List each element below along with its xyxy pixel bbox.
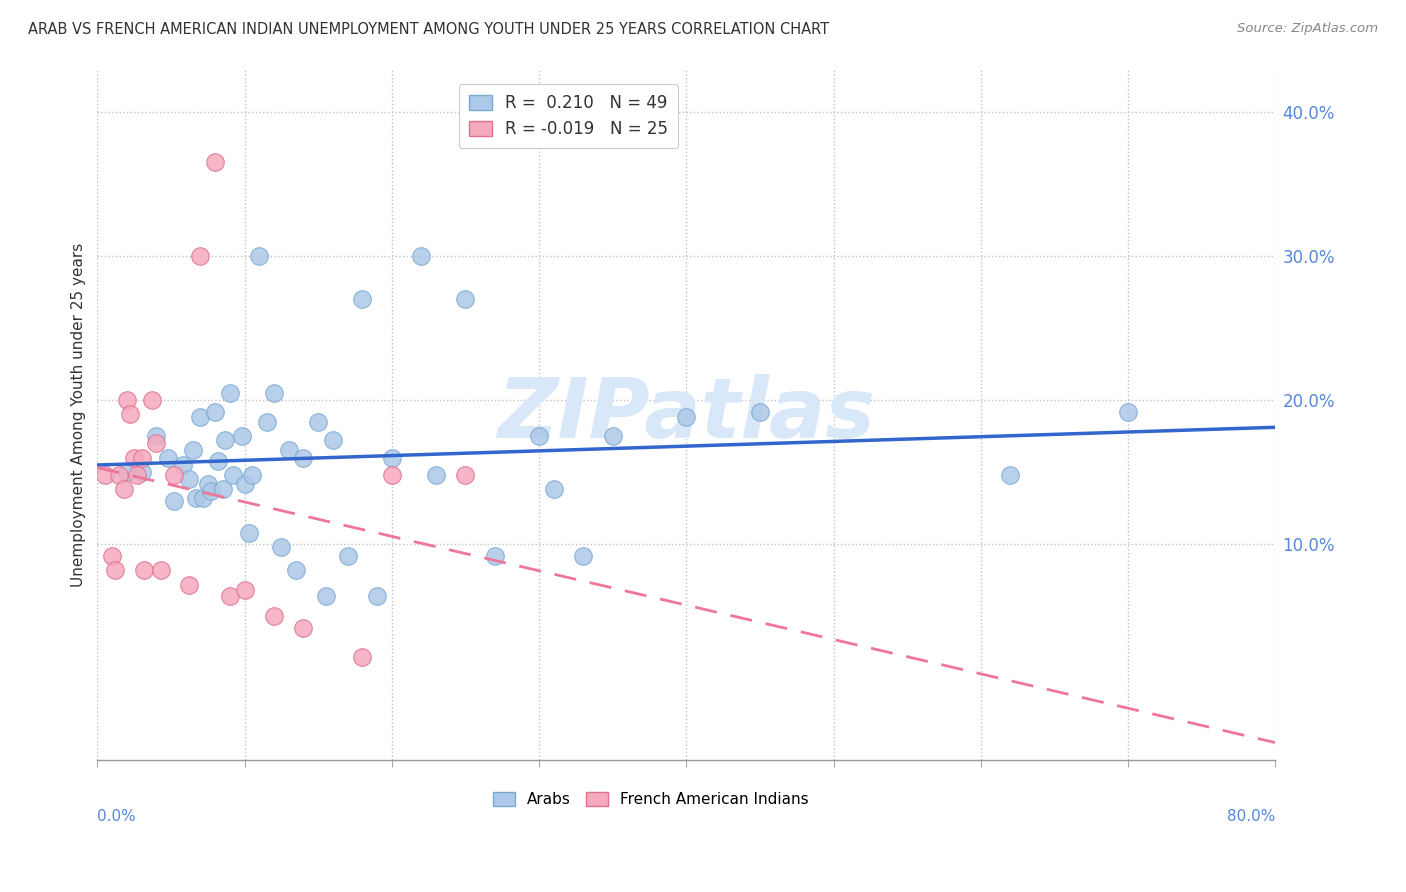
Point xyxy=(181,443,204,458)
Point xyxy=(115,392,138,407)
Point xyxy=(231,429,253,443)
Point xyxy=(315,589,337,603)
Point xyxy=(527,429,550,443)
Point xyxy=(149,563,172,577)
Point xyxy=(263,609,285,624)
Point xyxy=(207,453,229,467)
Text: 80.0%: 80.0% xyxy=(1227,809,1275,824)
Point xyxy=(101,549,124,563)
Point xyxy=(157,450,180,465)
Point xyxy=(1116,404,1139,418)
Point xyxy=(131,465,153,479)
Point xyxy=(193,491,215,505)
Point xyxy=(190,249,212,263)
Point xyxy=(1000,468,1022,483)
Text: Source: ZipAtlas.com: Source: ZipAtlas.com xyxy=(1237,22,1378,36)
Point xyxy=(277,443,299,458)
Point xyxy=(127,468,149,483)
Point xyxy=(131,450,153,465)
Point xyxy=(270,540,292,554)
Point xyxy=(233,583,256,598)
Legend: R =  0.210   N = 49, R = -0.019   N = 25: R = 0.210 N = 49, R = -0.019 N = 25 xyxy=(458,84,678,148)
Point xyxy=(233,476,256,491)
Text: 0.0%: 0.0% xyxy=(97,809,136,824)
Point xyxy=(218,589,240,603)
Point xyxy=(177,577,200,591)
Point xyxy=(602,429,624,443)
Point xyxy=(292,450,315,465)
Point xyxy=(543,483,565,497)
Point xyxy=(177,472,200,486)
Point xyxy=(484,549,506,563)
Point xyxy=(172,458,194,472)
Point xyxy=(108,468,131,483)
Text: ARAB VS FRENCH AMERICAN INDIAN UNEMPLOYMENT AMONG YOUTH UNDER 25 YEARS CORRELATI: ARAB VS FRENCH AMERICAN INDIAN UNEMPLOYM… xyxy=(28,22,830,37)
Point xyxy=(263,385,285,400)
Point xyxy=(204,404,226,418)
Point xyxy=(322,434,344,448)
Point xyxy=(675,410,697,425)
Point xyxy=(366,589,388,603)
Point xyxy=(145,436,167,450)
Point xyxy=(292,621,315,635)
Point xyxy=(238,525,260,540)
Point xyxy=(222,468,245,483)
Point xyxy=(425,468,447,483)
Point xyxy=(411,249,433,263)
Point xyxy=(190,410,212,425)
Point xyxy=(93,468,115,483)
Point xyxy=(200,483,222,498)
Point xyxy=(184,491,207,505)
Point xyxy=(336,549,359,563)
Point xyxy=(218,385,240,400)
Point xyxy=(118,408,141,422)
Y-axis label: Unemployment Among Youth under 25 years: Unemployment Among Youth under 25 years xyxy=(72,243,86,587)
Point xyxy=(285,563,308,577)
Point xyxy=(204,155,226,169)
Point xyxy=(247,249,270,263)
Point xyxy=(381,468,404,483)
Point xyxy=(352,649,374,664)
Point xyxy=(352,292,374,306)
Point xyxy=(240,468,263,483)
Point xyxy=(141,392,163,407)
Point xyxy=(454,468,477,483)
Point xyxy=(145,429,167,443)
Point xyxy=(197,476,219,491)
Point xyxy=(381,450,404,465)
Point xyxy=(163,468,186,483)
Point xyxy=(134,563,156,577)
Point xyxy=(104,563,127,577)
Point xyxy=(115,465,138,479)
Text: ZIPatlas: ZIPatlas xyxy=(498,374,876,455)
Point xyxy=(122,450,145,465)
Point xyxy=(454,292,477,306)
Point xyxy=(307,415,329,429)
Point xyxy=(112,483,135,497)
Point xyxy=(211,483,233,497)
Point xyxy=(214,434,236,448)
Point xyxy=(256,415,278,429)
Point xyxy=(749,404,772,418)
Point xyxy=(572,549,595,563)
Point xyxy=(163,494,186,508)
